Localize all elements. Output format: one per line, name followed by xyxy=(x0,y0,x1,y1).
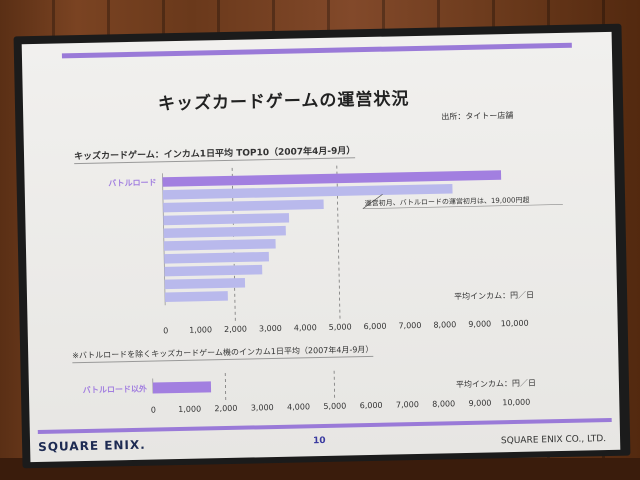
chart-canvas: バトルロード 0 1,000 2,000 3,000 4,000 5,000 6,000 7,0… xyxy=(83,165,563,415)
chart1-bar xyxy=(164,264,263,277)
chart1-tick-label: 3,000 xyxy=(259,324,282,333)
chart1-bar xyxy=(164,278,246,290)
square-enix-logo: SQUARE ENIX. xyxy=(37,437,146,454)
chart2-tick-label: 3,000 xyxy=(251,403,274,412)
chart1-tick-label: 5,000 xyxy=(329,322,352,331)
page-number: 10 xyxy=(312,435,326,447)
chart1-tick-label: 10,000 xyxy=(501,319,529,329)
chart1-category-label: バトルロード xyxy=(108,178,156,188)
chart2-tick-label: 1,000 xyxy=(178,405,201,414)
chart1-bar xyxy=(163,238,276,251)
chart1-tick-label: 6,000 xyxy=(364,322,387,331)
chart1-bar xyxy=(163,213,290,226)
chart2-reference-line xyxy=(333,370,336,399)
chart1-tick-label: 8,000 xyxy=(433,320,456,329)
chart2-category-label: バトルロード以外 xyxy=(83,383,147,394)
chart2-tick-label: 9,000 xyxy=(468,398,491,407)
chart1-tick-label: 4,000 xyxy=(294,323,317,332)
chart2-tick-label: 8,000 xyxy=(432,399,455,408)
chart1-tick-label: 9,000 xyxy=(468,319,491,328)
chart1-bar xyxy=(162,170,502,187)
chart1-bar xyxy=(163,225,286,238)
chart1-bar xyxy=(162,184,453,200)
chart1-bar xyxy=(164,291,228,302)
chart2-tick-label: 10,000 xyxy=(502,398,530,408)
chart1-annotation: 運営初月、バトルロードの運営初月は、19,000円超 xyxy=(365,195,530,207)
chart1-annotation-leader xyxy=(362,193,383,209)
projection-screen: キッズカードゲームの運営状況 出所：タイトー店舗 キッズカードゲーム：インカム1… xyxy=(21,31,621,463)
chart1-bar xyxy=(163,199,324,213)
chart2-tick-label: 2,000 xyxy=(214,404,237,413)
chart2-tick-label: 7,000 xyxy=(396,400,419,409)
chart2-tick-label: 5,000 xyxy=(323,402,346,411)
chart1-unit-label: 平均インカム：円／日 xyxy=(454,290,534,302)
chart2-tick-label: 0 xyxy=(151,405,156,414)
chart1-tick-label: 7,000 xyxy=(398,321,421,330)
chart2-reference-line xyxy=(224,373,227,402)
chart1-tick-label: 2,000 xyxy=(224,325,247,334)
chart1-annotation-underline xyxy=(362,204,563,209)
chart2-bar xyxy=(152,381,212,394)
chart2-tick-label: 4,000 xyxy=(287,402,310,411)
chart2-unit-label: 平均インカム：円／日 xyxy=(456,378,536,390)
chart1-tick-label: 0 xyxy=(163,326,168,335)
chart1-tick-label: 1,000 xyxy=(189,325,212,334)
chart1-bar xyxy=(164,251,269,264)
chart2-tick-label: 6,000 xyxy=(360,401,383,410)
